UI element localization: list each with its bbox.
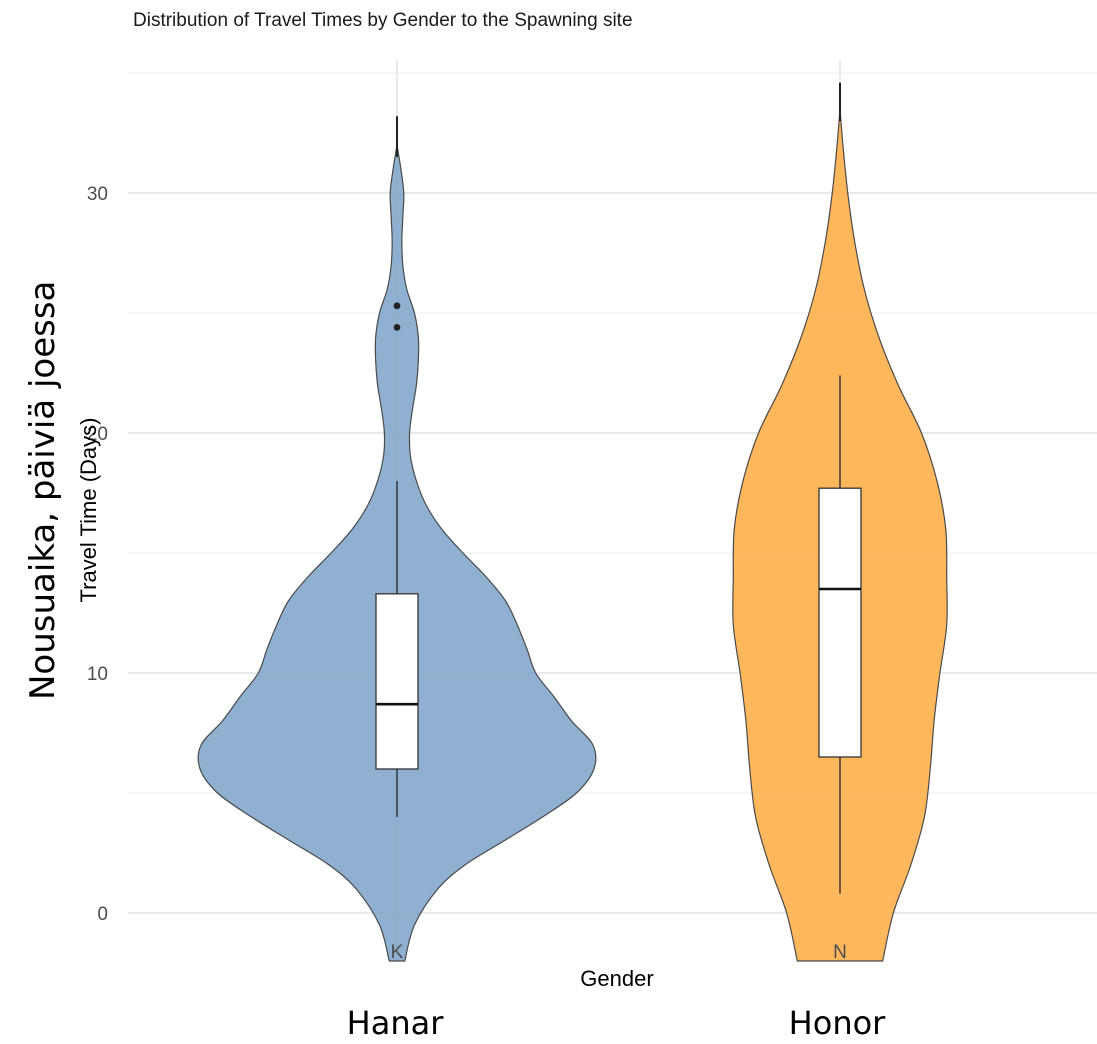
- violin-group-K: [197, 116, 597, 962]
- y-tick-label: 10: [87, 664, 108, 685]
- overlay-category-label-hanar: Hanar: [346, 1004, 444, 1042]
- x-tick-label: K: [391, 942, 404, 963]
- box-N: [818, 487, 862, 758]
- overlay-category-label-honor: Honor: [788, 1004, 886, 1042]
- violins: [197, 82, 948, 962]
- y-axis-label: Travel Time (Days): [76, 418, 101, 603]
- y-tick-label: 20: [87, 424, 108, 445]
- violin-group-N: [732, 82, 948, 962]
- outlier-point: [393, 302, 401, 310]
- y-tick-label: 0: [97, 904, 108, 925]
- y-tick-label: 30: [87, 184, 108, 205]
- chart-title: Distribution of Travel Times by Gender t…: [133, 10, 633, 31]
- box-K: [375, 593, 419, 770]
- outlier-point: [393, 324, 401, 331]
- x-tick-label: N: [833, 942, 847, 963]
- x-axis-label: Gender: [580, 966, 653, 991]
- y-tick-labels: 0 10 20 30: [87, 184, 108, 925]
- overlay-y-axis-label: Nousuaika, päiviä joessa: [23, 280, 63, 700]
